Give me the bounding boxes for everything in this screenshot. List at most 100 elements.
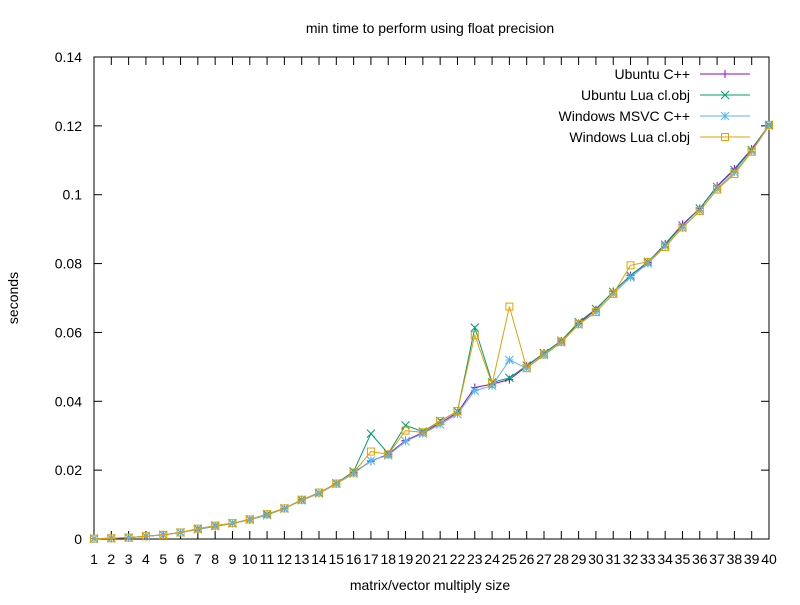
x-tick-label: 13 bbox=[294, 551, 310, 567]
x-tick-label: 22 bbox=[450, 551, 466, 567]
x-tick-label: 27 bbox=[536, 551, 552, 567]
point-mark bbox=[626, 272, 635, 282]
point-mark bbox=[695, 206, 704, 215]
data-point bbox=[141, 532, 150, 541]
series-4 bbox=[90, 120, 773, 543]
data-point bbox=[366, 429, 376, 439]
point-mark bbox=[609, 289, 618, 298]
data-point bbox=[557, 337, 566, 346]
point-mark bbox=[107, 534, 116, 543]
legend-label: Windows Lua cl.obj bbox=[569, 129, 690, 145]
point-mark bbox=[263, 510, 272, 519]
x-tick-label: 17 bbox=[363, 551, 379, 567]
data-point bbox=[401, 426, 410, 435]
x-tick-label: 7 bbox=[194, 551, 202, 567]
axes: 00.020.040.060.080.10.120.141 2 3 4 5 6 7 8 9 10 1… bbox=[55, 49, 777, 567]
point-mark bbox=[418, 428, 427, 437]
point-mark bbox=[384, 450, 393, 459]
x-tick-label: 9 bbox=[229, 551, 237, 567]
data-point bbox=[643, 257, 652, 266]
chart-title: min time to perform using float precisio… bbox=[306, 20, 554, 36]
x-tick-label: 35 bbox=[675, 551, 691, 567]
data-point bbox=[609, 289, 618, 298]
x-tick-label: 3 bbox=[125, 551, 133, 567]
data-point bbox=[176, 528, 185, 537]
x-tick-label: 24 bbox=[484, 551, 500, 567]
x-tick-label: 21 bbox=[432, 551, 448, 567]
x-tick-label: 10 bbox=[242, 551, 258, 567]
data-point bbox=[263, 510, 272, 519]
x-tick-label: 5 bbox=[159, 551, 167, 567]
x-tick-label: 34 bbox=[657, 551, 673, 567]
data-point bbox=[436, 417, 445, 426]
data-point bbox=[505, 355, 514, 365]
data-point bbox=[695, 206, 704, 215]
point-mark bbox=[228, 519, 237, 528]
point-mark bbox=[721, 133, 729, 141]
point-mark bbox=[643, 257, 652, 266]
data-point bbox=[720, 90, 730, 100]
x-tick-label: 12 bbox=[277, 551, 293, 567]
x-axis-label: matrix/vector multiply size bbox=[350, 577, 510, 593]
point-mark bbox=[297, 495, 306, 504]
point-mark bbox=[159, 530, 168, 539]
point-mark bbox=[332, 479, 341, 488]
x-tick-label: 33 bbox=[640, 551, 656, 567]
data-point bbox=[730, 170, 739, 179]
y-tick-label: 0.14 bbox=[55, 49, 82, 65]
y-axis-label: seconds bbox=[5, 272, 21, 324]
data-point bbox=[349, 468, 358, 477]
point-mark bbox=[401, 426, 410, 435]
point-mark bbox=[540, 350, 548, 359]
point-mark bbox=[574, 320, 583, 329]
x-tick-label: 6 bbox=[177, 551, 185, 567]
point-mark bbox=[487, 381, 497, 391]
x-tick-label: 29 bbox=[571, 551, 587, 567]
point-mark bbox=[557, 337, 566, 346]
data-point bbox=[505, 302, 514, 311]
data-point bbox=[124, 533, 133, 542]
x-tick-label: 15 bbox=[329, 551, 345, 567]
y-tick-label: 0.08 bbox=[55, 256, 82, 272]
point-mark bbox=[470, 323, 480, 332]
point-mark bbox=[176, 528, 185, 537]
x-tick-label: 31 bbox=[605, 551, 621, 567]
point-mark bbox=[488, 380, 497, 389]
data-point bbox=[366, 447, 375, 456]
data-point bbox=[574, 320, 583, 329]
data-point bbox=[713, 185, 722, 194]
data-point bbox=[661, 243, 670, 252]
data-point bbox=[228, 519, 237, 528]
series-line bbox=[93, 124, 770, 540]
data-point bbox=[280, 504, 289, 513]
point-mark bbox=[522, 364, 531, 373]
point-mark bbox=[720, 90, 730, 100]
point-mark bbox=[280, 504, 289, 513]
point-mark bbox=[401, 436, 410, 446]
point-mark bbox=[470, 331, 479, 340]
x-tick-label: 4 bbox=[142, 551, 150, 567]
x-tick-label: 36 bbox=[692, 551, 708, 567]
point-mark bbox=[765, 120, 773, 129]
x-tick-label: 16 bbox=[346, 551, 362, 567]
data-point bbox=[721, 133, 729, 141]
point-mark bbox=[366, 447, 375, 456]
x-tick-label: 14 bbox=[311, 551, 327, 567]
data-point bbox=[540, 350, 548, 359]
plot-border bbox=[93, 56, 770, 540]
x-tick-label: 28 bbox=[554, 551, 570, 567]
data-point bbox=[488, 380, 497, 389]
data-point bbox=[765, 120, 773, 129]
point-mark bbox=[211, 521, 220, 530]
data-point bbox=[720, 111, 730, 121]
data-point bbox=[626, 261, 635, 270]
point-mark bbox=[730, 167, 739, 177]
data-point bbox=[401, 421, 410, 430]
y-tick-label: 0.12 bbox=[55, 118, 82, 134]
data-point bbox=[505, 375, 514, 384]
x-tick-label: 40 bbox=[761, 551, 777, 567]
data-point bbox=[591, 308, 600, 317]
data-point bbox=[211, 521, 220, 530]
